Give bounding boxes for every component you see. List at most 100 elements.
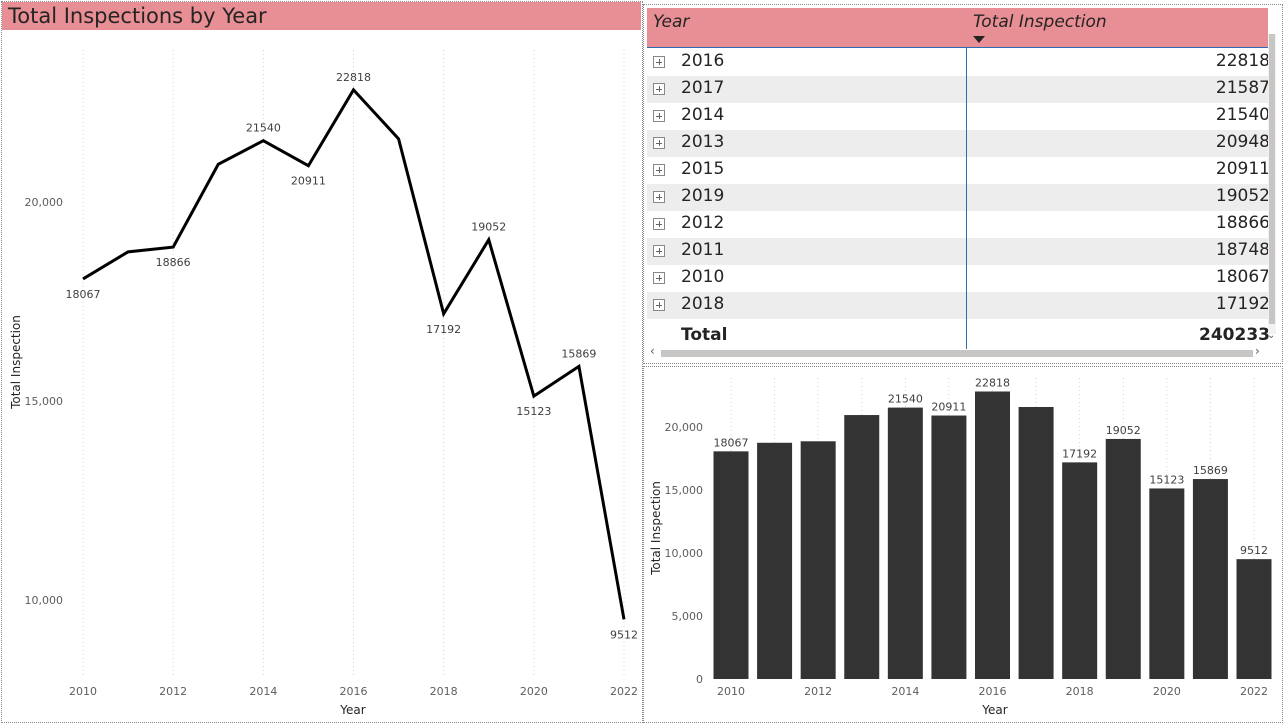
data-label: 20911 <box>291 175 326 188</box>
x-tick-label: 2020 <box>1153 685 1181 698</box>
table-row[interactable]: 2013 20948 <box>647 130 1270 157</box>
x-axis-title: Year <box>339 703 365 717</box>
table-row[interactable]: 2012 18866 <box>647 211 1270 238</box>
expand-icon[interactable] <box>653 137 665 149</box>
bar <box>931 415 967 679</box>
y-tick-label: 10,000 <box>25 594 64 607</box>
chevron-right-icon[interactable]: › <box>1255 344 1260 358</box>
row-total: 18067 <box>1215 267 1270 287</box>
line-chart[interactable]: 2010 2012 2014 2016 2018 2020 2022 10,000 15,000… <box>2 30 642 724</box>
row-year: 2016 <box>681 51 725 71</box>
vertical-scrollbar[interactable] <box>1268 34 1276 334</box>
expand-icon[interactable] <box>653 191 665 203</box>
row-year: 2014 <box>681 105 725 125</box>
row-year: 2010 <box>681 267 725 287</box>
inspection-table[interactable]: Year Total Inspection 2016 22818 2017 21587… <box>647 8 1278 360</box>
row-year: 2013 <box>681 132 725 152</box>
data-label: 18067 <box>714 436 749 449</box>
data-label: 19052 <box>1106 424 1141 437</box>
bar <box>887 407 923 679</box>
table-row[interactable]: 2016 22818 <box>647 49 1270 76</box>
horizontal-scrollbar[interactable]: ‹ › <box>647 344 1268 358</box>
expand-icon[interactable] <box>653 164 665 176</box>
vertical-scrollbar-thumb[interactable] <box>1269 34 1275 324</box>
data-label: 15123 <box>1149 473 1184 486</box>
x-tick-label: 2012 <box>159 685 187 698</box>
data-label: 15869 <box>561 347 596 360</box>
row-total: 20948 <box>1215 132 1270 152</box>
line-chart-title: Total Inspections by Year <box>2 2 641 30</box>
row-total: 18748 <box>1215 240 1270 260</box>
expand-icon[interactable] <box>653 56 665 68</box>
data-label: 22818 <box>336 71 371 84</box>
table-row[interactable]: 2011 18748 <box>647 238 1270 265</box>
expand-icon[interactable] <box>653 110 665 122</box>
table-row[interactable]: 2018 17192 <box>647 292 1270 319</box>
data-label: 9512 <box>610 628 638 641</box>
x-tick-label: 2016 <box>979 685 1007 698</box>
bar <box>713 451 749 679</box>
row-total: 21540 <box>1215 105 1270 125</box>
x-tick-label: 2022 <box>1240 685 1268 698</box>
data-label: 21540 <box>888 393 923 406</box>
data-label: 18866 <box>156 256 191 269</box>
y-tick-label: 10,000 <box>665 547 704 560</box>
bar <box>844 415 880 679</box>
table-row[interactable]: 2010 18067 <box>647 265 1270 292</box>
expand-icon[interactable] <box>653 299 665 311</box>
row-total: 17192 <box>1215 294 1270 314</box>
data-label: 9512 <box>1240 544 1268 557</box>
chevron-down-icon[interactable]: ⌄ <box>1267 330 1276 341</box>
x-tick-label: 2014 <box>249 685 277 698</box>
table-header: Year Total Inspection <box>647 8 1268 48</box>
row-total: 21587 <box>1215 78 1270 98</box>
y-tick-label: 15,000 <box>25 395 64 408</box>
table-row[interactable]: 2015 20911 <box>647 157 1270 184</box>
row-year: 2012 <box>681 213 725 233</box>
data-label: 21540 <box>246 122 281 135</box>
row-total: 19052 <box>1215 186 1270 206</box>
row-year: 2019 <box>681 186 725 206</box>
data-label: 22818 <box>975 376 1010 389</box>
x-tick-label: 2014 <box>891 685 919 698</box>
x-tick-label: 2016 <box>340 685 368 698</box>
data-label: 17192 <box>1062 447 1097 460</box>
bar <box>1018 407 1054 679</box>
y-tick-label: 20,000 <box>665 421 704 434</box>
y-axis-title: Total Inspection <box>649 481 663 576</box>
y-tick-label: 15,000 <box>665 484 704 497</box>
y-tick-label: 5,000 <box>672 610 704 623</box>
expand-icon[interactable] <box>653 272 665 284</box>
header-year[interactable]: Year <box>653 12 690 32</box>
expand-icon[interactable] <box>653 83 665 95</box>
column-divider[interactable] <box>966 48 967 349</box>
row-year: 2015 <box>681 159 725 179</box>
x-tick-label: 2022 <box>610 685 638 698</box>
header-total-inspection[interactable]: Total Inspection <box>973 12 1107 32</box>
expand-icon[interactable] <box>653 245 665 257</box>
row-total: 20911 <box>1215 159 1270 179</box>
bar-chart[interactable]: 18067 21540 20911 22818 17192 19052 15123 15869… <box>645 368 1281 722</box>
table-visual-frame <box>643 4 1283 364</box>
horizontal-scrollbar-thumb[interactable] <box>661 350 1253 357</box>
table-row[interactable]: 2014 21540 <box>647 103 1270 130</box>
table-row[interactable]: 2019 19052 <box>647 184 1270 211</box>
series-line <box>82 87 626 620</box>
row-year: 2011 <box>681 240 725 260</box>
table-total-row: Total 240233 <box>647 323 1270 350</box>
y-tick-label: 0 <box>696 673 703 686</box>
table-row[interactable]: 2017 21587 <box>647 76 1270 103</box>
data-label: 15123 <box>516 405 551 418</box>
row-total: 18866 <box>1215 213 1270 233</box>
y-tick-label: 20,000 <box>25 196 64 209</box>
line-chart-visual[interactable] <box>1 1 643 723</box>
x-tick-label: 2018 <box>1066 685 1094 698</box>
expand-icon[interactable] <box>653 218 665 230</box>
chevron-left-icon[interactable]: ‹ <box>650 344 655 358</box>
total-value: 240233 <box>1199 325 1270 345</box>
row-year: 2018 <box>681 294 725 314</box>
y-axis-title: Total Inspection <box>9 315 23 410</box>
bar-chart-visual-frame <box>643 366 1283 723</box>
sort-descending-icon[interactable] <box>973 36 985 43</box>
x-tick-label: 2010 <box>69 685 97 698</box>
